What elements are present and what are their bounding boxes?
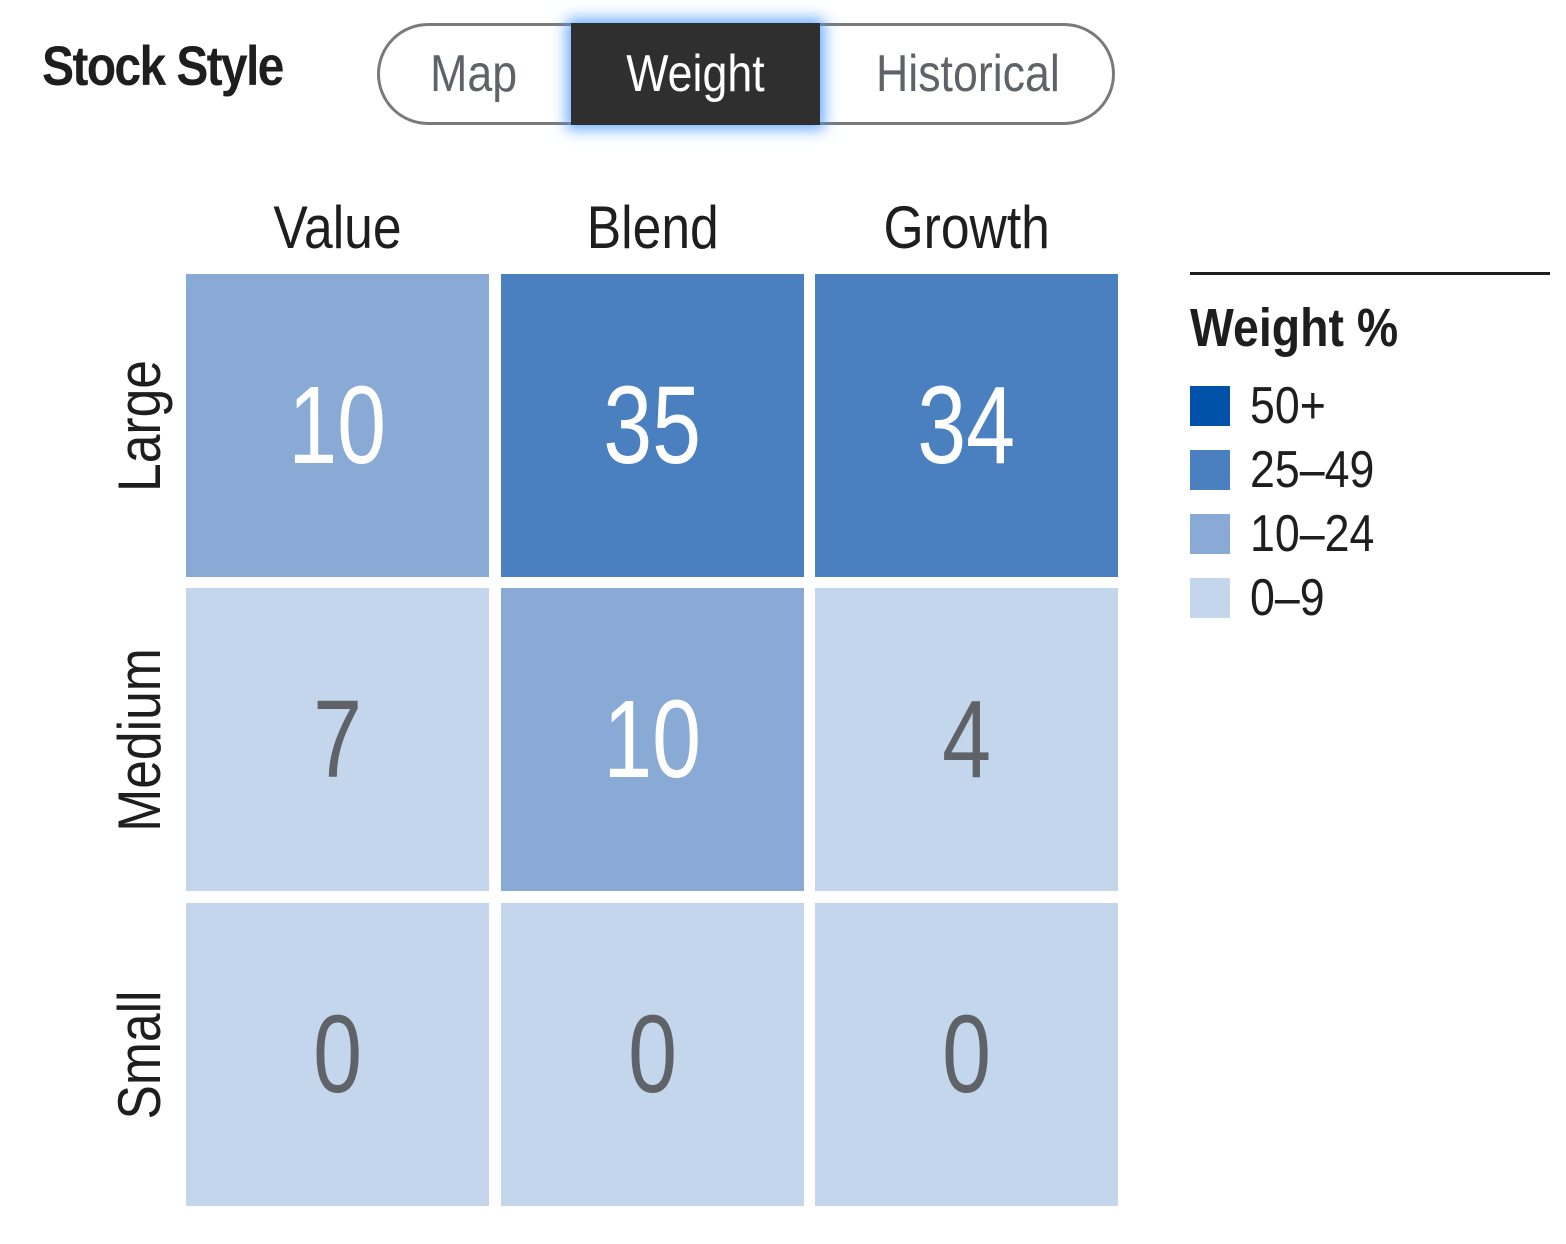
legend-label: 50+ [1250,377,1326,435]
cell-small-blend: 0 [501,903,804,1206]
cell-medium-growth: 4 [815,588,1118,891]
cell-small-growth: 0 [815,903,1118,1206]
legend-label: 0–9 [1250,569,1325,627]
cell-small-value: 0 [186,903,489,1206]
legend-swatch [1190,514,1230,554]
cell-medium-value: 7 [186,588,489,891]
legend-swatch [1190,450,1230,490]
cell-large-blend: 35 [501,274,804,577]
legend-item: 0–9 [1190,569,1337,627]
row-header-large: Large [106,359,173,492]
page-title: Stock Style [42,34,284,97]
column-header-value: Value [273,194,402,261]
legend-swatch [1190,578,1230,618]
tab-map[interactable]: Map [377,23,571,125]
cell-large-growth: 34 [815,274,1118,577]
legend-item: 50+ [1190,377,1338,435]
tab-historical-label: Historical [875,45,1060,103]
row-header-small: Small [106,989,173,1120]
tab-historical[interactable]: Historical [820,23,1115,125]
tab-map-label: Map [430,45,518,103]
tab-weight-label: Weight [626,45,765,103]
column-header-growth: Growth [883,194,1050,261]
legend-divider [1190,272,1550,275]
legend-label: 25–49 [1250,441,1375,499]
legend-label: 10–24 [1250,505,1375,563]
legend-item: 10–24 [1190,505,1395,563]
legend-title: Weight % [1190,298,1399,358]
legend-item: 25–49 [1190,441,1395,499]
cell-medium-blend: 10 [501,588,804,891]
tab-weight[interactable]: Weight [571,23,820,125]
column-header-blend: Blend [586,194,719,261]
legend-swatch [1190,386,1230,426]
row-header-medium: Medium [106,647,173,832]
cell-large-value: 10 [186,274,489,577]
